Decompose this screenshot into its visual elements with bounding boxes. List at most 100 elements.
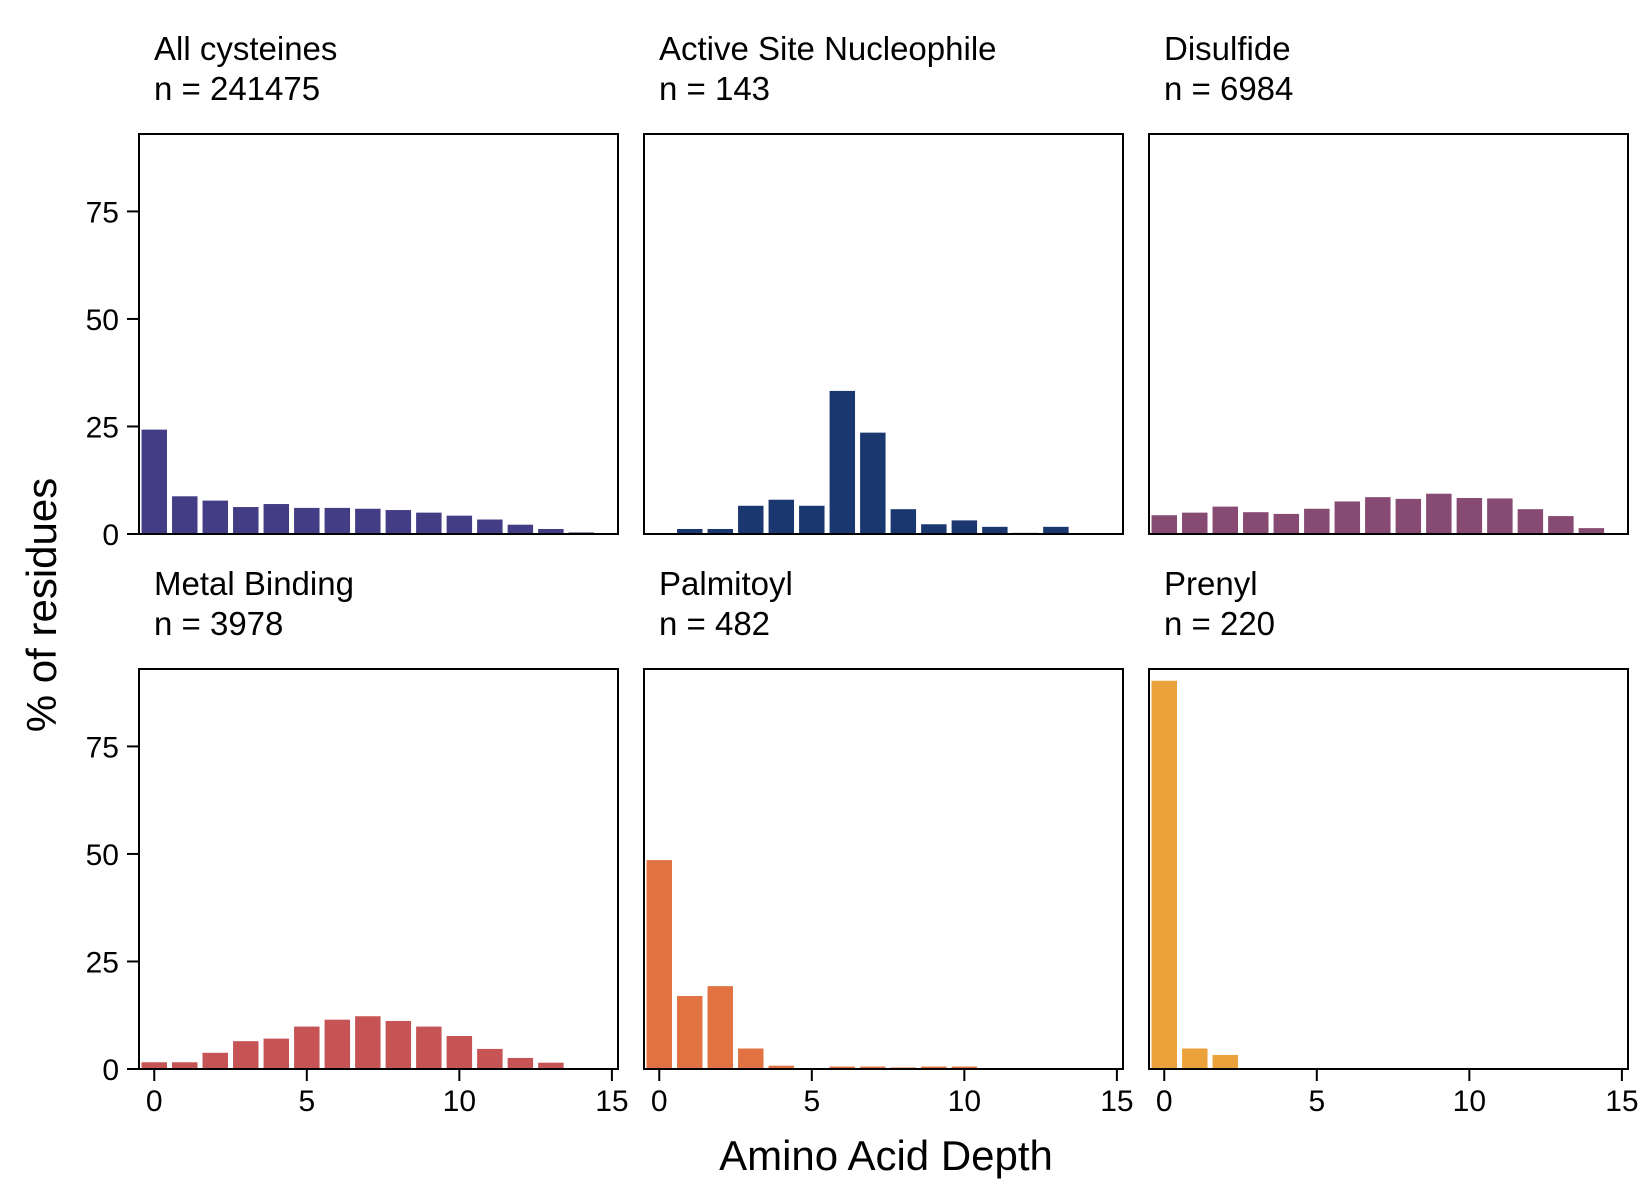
x-tick-label: 5 (803, 1085, 820, 1118)
panel-count-label: n = 143 (659, 70, 770, 107)
bar (1241, 510, 1271, 536)
bar-series (1149, 678, 1241, 1070)
bar (475, 517, 505, 536)
bar (261, 1036, 292, 1070)
bar (383, 1018, 414, 1070)
bar (1149, 678, 1179, 1070)
y-tick-label: 25 (86, 411, 119, 444)
bar (1546, 514, 1576, 536)
y-tick-label: 25 (86, 946, 119, 979)
panel-count-label: n = 482 (659, 605, 770, 642)
bar (1210, 504, 1241, 535)
plot-frame (138, 668, 619, 1070)
bar (1363, 495, 1393, 535)
bar (170, 1060, 200, 1071)
x-tick-label: 0 (146, 1085, 163, 1118)
panel-title: Active Site Nucleophile (659, 30, 997, 67)
bar (675, 994, 705, 1071)
bar (1041, 524, 1071, 536)
bar (1485, 496, 1515, 536)
plot-frame (138, 133, 619, 535)
x-tick-label: 5 (1308, 1085, 1325, 1118)
bar-series (675, 388, 1071, 536)
panel-title: All cysteines (154, 30, 337, 67)
bar (1454, 496, 1485, 536)
y-axis-title: % of residues (18, 478, 65, 732)
bar-series (139, 427, 597, 536)
y-tick-label: 50 (86, 304, 119, 337)
bar (1149, 513, 1179, 535)
bar (414, 510, 444, 536)
x-tick-label: 10 (443, 1085, 476, 1118)
bar (1393, 496, 1424, 535)
bar (292, 505, 322, 535)
bar (888, 507, 919, 536)
bar (322, 1017, 353, 1070)
bar (766, 497, 797, 536)
bar (292, 1024, 322, 1071)
bar (1424, 491, 1454, 535)
x-tick-label: 15 (595, 1085, 628, 1118)
bar (322, 505, 353, 535)
y-tick-label: 0 (102, 519, 119, 552)
bar (1180, 1046, 1210, 1070)
bar (170, 494, 200, 536)
bar (414, 1024, 444, 1071)
bar (797, 503, 827, 535)
bar (705, 984, 735, 1071)
bar-series (139, 1014, 597, 1071)
x-tick-label: 15 (1605, 1085, 1638, 1118)
panel-count-label: n = 220 (1164, 605, 1275, 642)
panel-title: Disulfide (1164, 30, 1291, 67)
bar (1180, 510, 1210, 536)
y-tick-label: 0 (102, 1054, 119, 1087)
x-axis-title: Amino Acid Depth (719, 1132, 1053, 1179)
bar (353, 1014, 383, 1070)
bar (919, 522, 949, 535)
bar (444, 1034, 475, 1071)
bar (200, 1050, 230, 1071)
bar (505, 1055, 536, 1070)
bar (383, 508, 414, 535)
bar (949, 518, 980, 536)
bar (980, 524, 1010, 536)
plot-frame (643, 668, 1124, 1070)
bar (736, 503, 766, 535)
bar (231, 1039, 261, 1071)
bar (827, 388, 858, 535)
y-tick-label: 75 (86, 196, 119, 229)
bar (736, 1046, 766, 1070)
bar (231, 505, 261, 536)
panel-title: Palmitoyl (659, 565, 793, 602)
panel-count-label: n = 241475 (154, 70, 320, 107)
x-tick-label: 10 (948, 1085, 981, 1118)
bar (139, 427, 169, 535)
bar (200, 498, 230, 535)
bar (444, 513, 475, 536)
bar-series (1149, 491, 1607, 536)
bar (353, 506, 383, 536)
x-tick-label: 0 (651, 1085, 668, 1118)
bar (505, 522, 536, 535)
bar (139, 1060, 169, 1071)
bar (1302, 506, 1332, 536)
bar (1210, 1052, 1241, 1070)
y-tick-label: 50 (86, 839, 119, 872)
x-tick-label: 10 (1453, 1085, 1486, 1118)
bar (644, 858, 674, 1070)
panel-count-label: n = 6984 (1164, 70, 1293, 107)
bar (1332, 499, 1363, 536)
bar (536, 1060, 566, 1070)
panel-count-label: n = 3978 (154, 605, 283, 642)
panel-title: Prenyl (1164, 565, 1258, 602)
x-tick-label: 5 (298, 1085, 315, 1118)
bar (1515, 507, 1546, 536)
x-tick-label: 0 (1156, 1085, 1173, 1118)
panel-title: Metal Binding (154, 565, 354, 602)
bar (261, 502, 292, 535)
